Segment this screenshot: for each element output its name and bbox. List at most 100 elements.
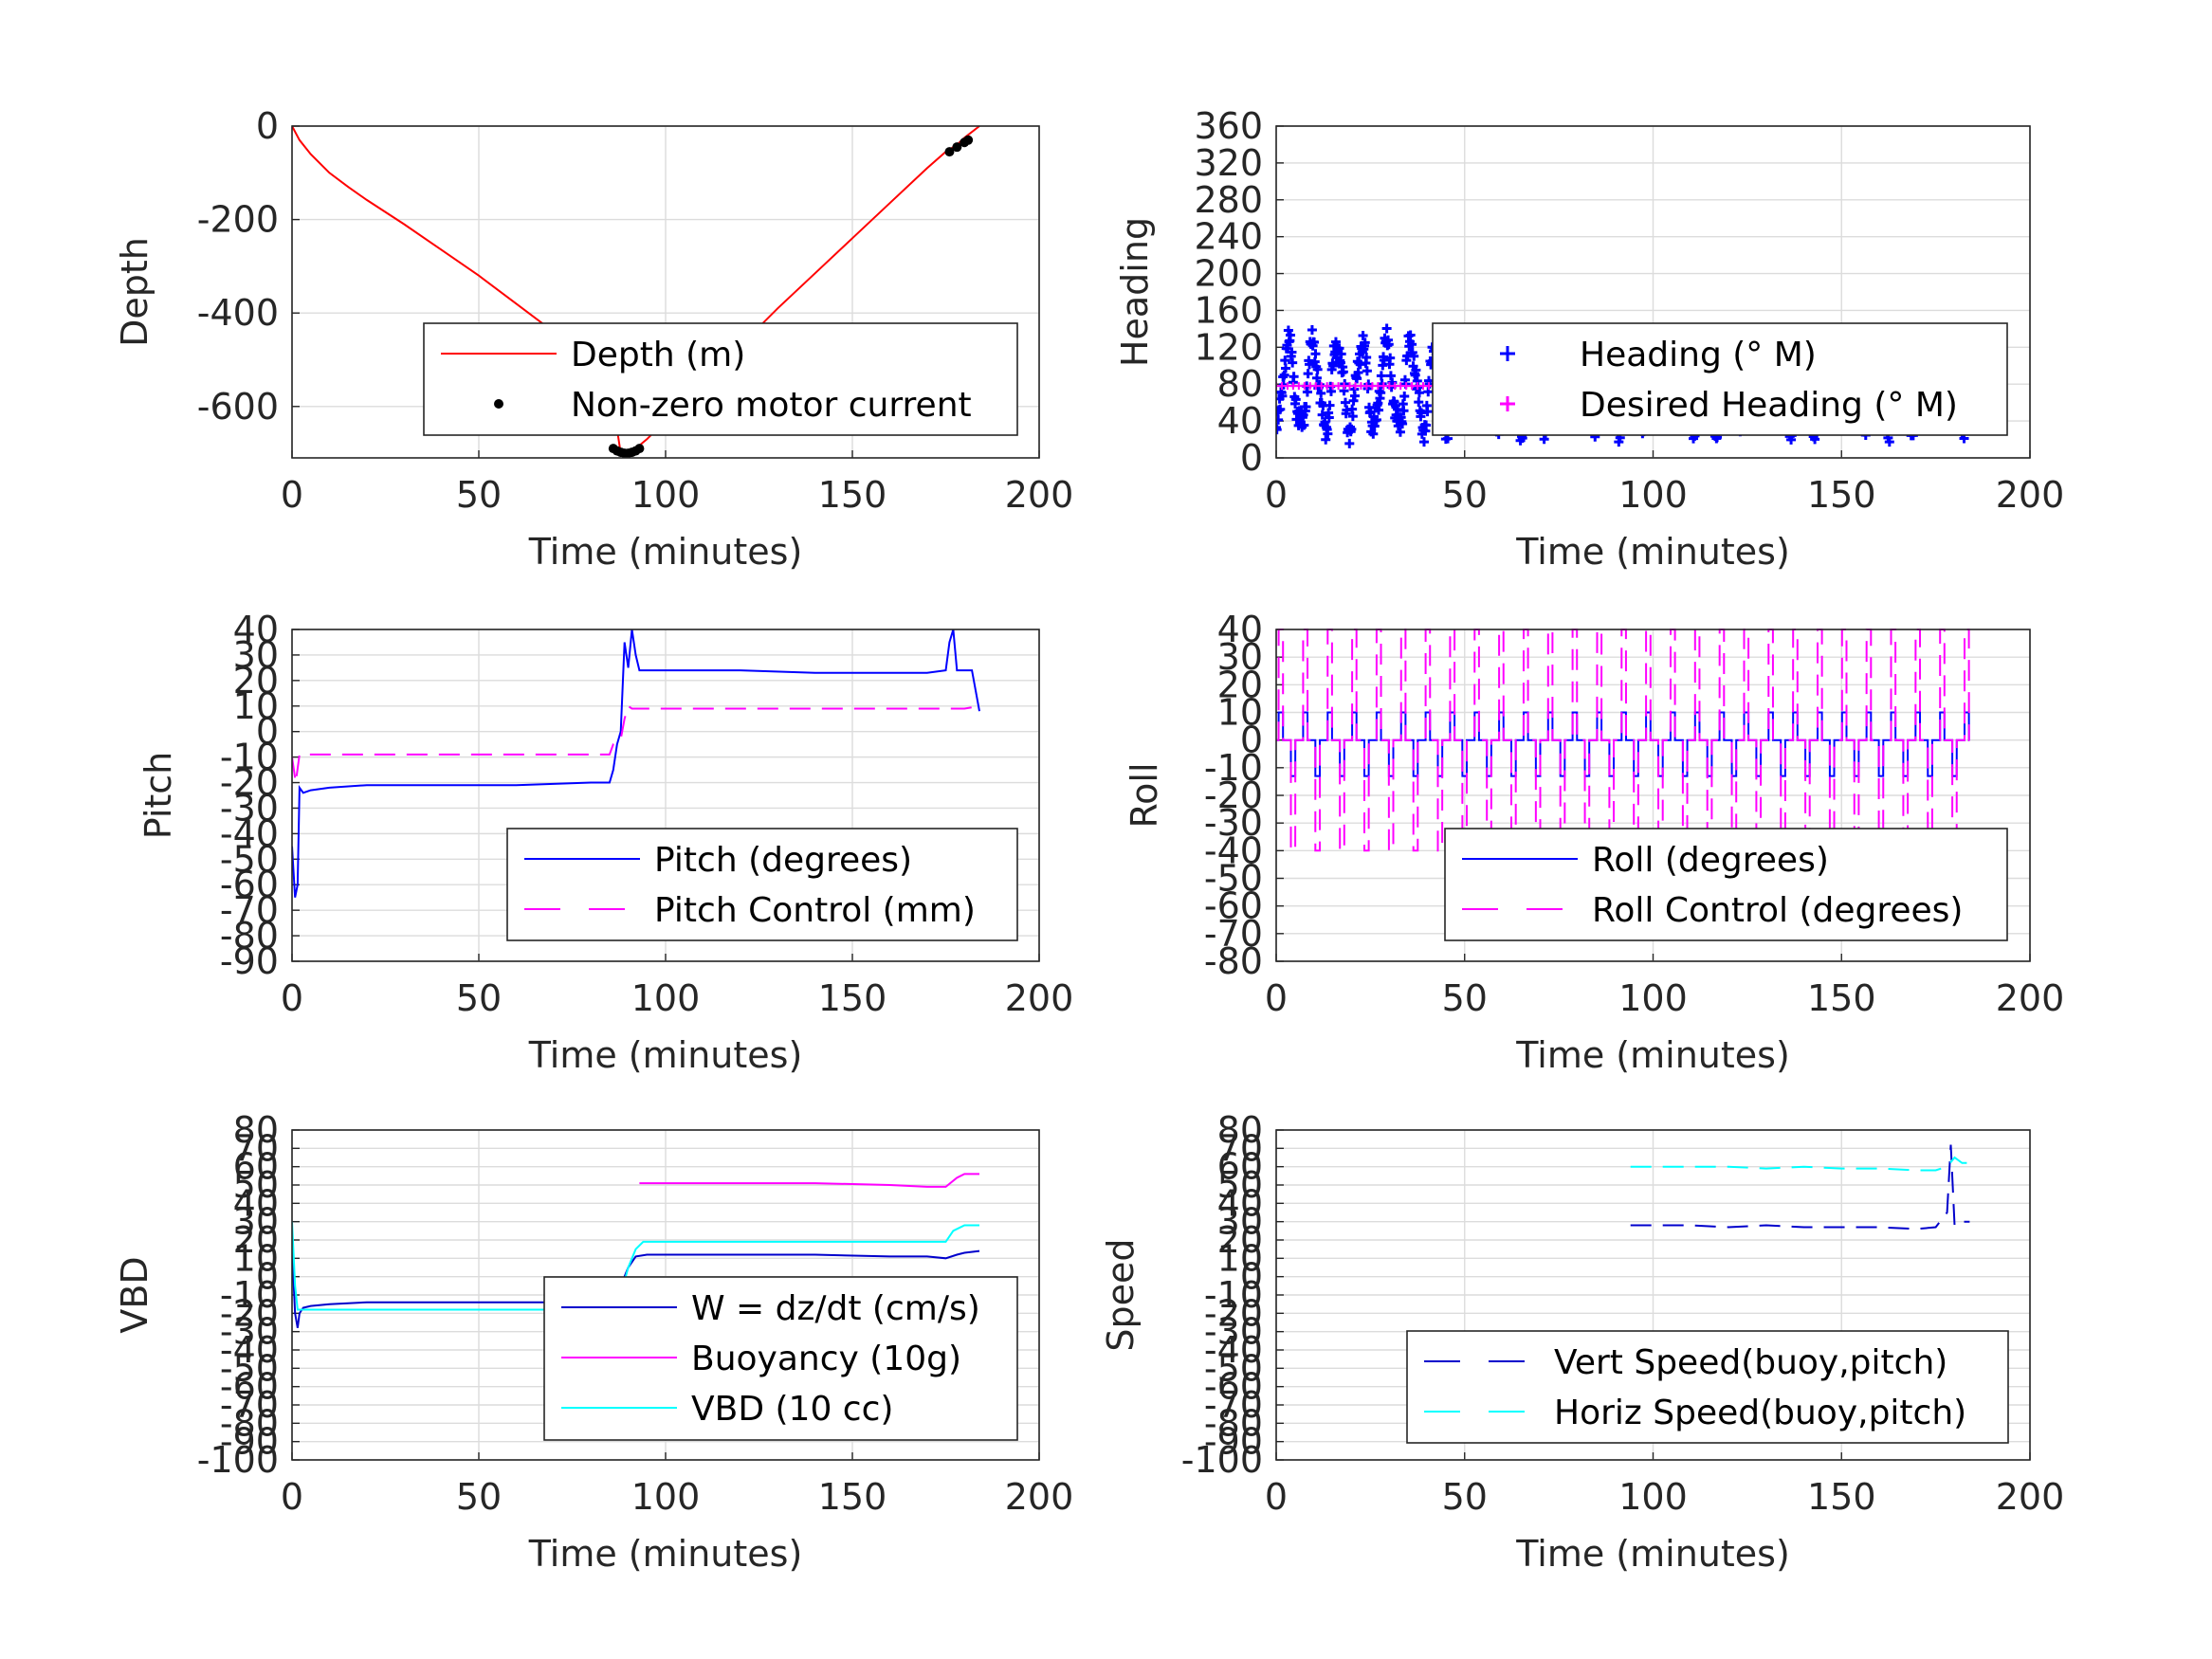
y-tick-label: 10 <box>233 685 279 727</box>
y-axis-label: Speed <box>1100 1238 1142 1351</box>
x-tick-label: 150 <box>818 474 887 516</box>
x-tick-label: 100 <box>1618 977 1688 1019</box>
series-heading-m-marker <box>1422 407 1433 417</box>
series-heading-m-marker <box>1385 353 1396 363</box>
y-tick-label: -70 <box>1204 913 1263 955</box>
series-heading-m-marker <box>1302 387 1312 397</box>
series-buoyancy-10g-line <box>639 1173 979 1188</box>
x-tick-label: 50 <box>456 1476 502 1518</box>
legend-box <box>1432 322 2008 436</box>
legend: W = dz/dt (cm/s) Buoyancy (10g) VBD (10 cc… <box>543 1276 1018 1441</box>
x-tick-label: 150 <box>818 1476 887 1518</box>
y-tick-label: -60 <box>220 1366 279 1408</box>
x-tick-label: 100 <box>631 474 701 516</box>
x-tick-label: 0 <box>281 977 303 1019</box>
series-heading-m-marker <box>1350 391 1360 401</box>
series-heading-m-marker <box>1344 438 1355 448</box>
y-tick-label: 0 <box>1240 1256 1263 1298</box>
y-tick-label: -30 <box>1204 802 1263 844</box>
series-heading-m-marker <box>1421 420 1432 430</box>
x-axis-label: Time (minutes) <box>528 1034 803 1076</box>
y-tick-label: -200 <box>197 199 279 241</box>
series-heading-m-marker <box>1310 349 1321 359</box>
y-tick-label: 240 <box>1194 216 1263 258</box>
x-tick-label: 200 <box>1005 977 1074 1019</box>
series-pitch-control-mm-line <box>292 704 980 783</box>
series-heading-m-marker <box>1276 404 1286 414</box>
y-tick-label: -30 <box>220 1311 279 1353</box>
y-tick-label: -70 <box>1204 1384 1263 1426</box>
y-tick-label: 60 <box>1217 1146 1263 1188</box>
y-axis-label: Heading <box>1114 217 1156 367</box>
x-axis-label: Time (minutes) <box>1515 1034 1790 1076</box>
legend-entry-label: W = dz/dt (cm/s) <box>691 1289 980 1328</box>
x-tick-label: 50 <box>1442 977 1488 1019</box>
series-heading-m-marker <box>1358 331 1368 341</box>
y-tick-label: 0 <box>256 711 279 753</box>
y-tick-label: 320 <box>1194 142 1263 184</box>
legend-entry-label: Roll (degrees) <box>1592 841 1829 880</box>
series-heading-m-marker <box>1376 388 1386 398</box>
series-non-zero-motor-current-point <box>963 135 974 145</box>
axes-frame <box>1275 629 2031 962</box>
y-tick-label: 80 <box>1217 1109 1263 1151</box>
x-axis-label: Time (minutes) <box>1515 1533 1790 1575</box>
subplot-vbd: 0 50 100 150 20080706050403020100-10-20-30-4… <box>114 1109 1073 1575</box>
y-tick-label: -90 <box>220 1421 279 1463</box>
legend-box <box>1406 1330 2009 1444</box>
legend-swatch <box>494 399 503 409</box>
subplot-roll: 0 50 100 150 200403020100-10-20-30-40-50-60-… <box>1124 609 2064 1076</box>
y-tick-label: 30 <box>1217 636 1263 678</box>
legend: Roll (degrees) Roll Control (degrees) <box>1444 828 2008 941</box>
y-tick-label: 20 <box>233 1219 279 1261</box>
y-tick-label: 80 <box>1217 363 1263 405</box>
series-heading-m-marker <box>1305 359 1315 370</box>
legend-swatch <box>1500 396 1515 411</box>
legend-entry-label: Pitch Control (mm) <box>654 891 976 930</box>
series-heading-m-marker <box>1407 339 1417 350</box>
y-tick-label: -60 <box>1204 1366 1263 1408</box>
x-tick-label: 0 <box>281 474 303 516</box>
y-tick-label: -10 <box>220 1274 279 1316</box>
series-non-zero-motor-current-point <box>944 147 955 157</box>
series-heading-m-marker <box>1414 397 1424 408</box>
series-heading-m-marker <box>1371 414 1381 425</box>
x-tick-label: 200 <box>1005 474 1074 516</box>
y-tick-label: 60 <box>233 1146 279 1188</box>
y-tick-label: -70 <box>220 1384 279 1426</box>
legend-entry-label: Horiz Speed(buoy,pitch) <box>1554 1394 1966 1432</box>
y-tick-label: 120 <box>1194 326 1263 368</box>
series-heading-m-marker <box>1398 418 1408 428</box>
subplot-heading: 0 50 100 150 20004080120160200240280320360Ti… <box>1114 105 2064 573</box>
series-heading-m-marker <box>1405 330 1416 340</box>
series-heading-m-marker <box>1317 410 1327 420</box>
y-tick-label: 10 <box>1217 1237 1263 1279</box>
legend-entry-label: Vert Speed(buoy,pitch) <box>1554 1343 1947 1382</box>
y-tick-label: -80 <box>1204 940 1263 982</box>
y-tick-label: -40 <box>220 1329 279 1371</box>
series-heading-m-marker <box>1374 405 1384 415</box>
y-tick-label: -80 <box>220 915 279 957</box>
y-axis-label: VBD <box>114 1256 155 1333</box>
plot-area <box>292 629 980 898</box>
subplot-pitch: 0 50 100 150 200403020100-10-20-30-40-50-60-… <box>137 609 1073 1076</box>
y-tick-label: 40 <box>233 1182 279 1224</box>
plot-area <box>1630 1144 1970 1231</box>
y-tick-label: -20 <box>1204 1292 1263 1334</box>
series-heading-m-marker <box>1381 323 1392 334</box>
x-axis-label: Time (minutes) <box>528 1533 803 1575</box>
y-axis-label: Depth <box>114 237 155 347</box>
series-heading-m-marker <box>1324 412 1334 423</box>
x-tick-label: 50 <box>1442 1476 1488 1518</box>
series-heading-m-marker <box>1276 422 1281 432</box>
x-tick-label: 50 <box>456 977 502 1019</box>
y-tick-label: 0 <box>1240 437 1263 479</box>
x-tick-label: 150 <box>1807 977 1876 1019</box>
series-heading-m-marker <box>1398 406 1409 416</box>
y-tick-label: -80 <box>1204 1402 1263 1444</box>
y-tick-label: 360 <box>1194 105 1263 147</box>
y-tick-label: -70 <box>220 889 279 931</box>
x-tick-label: 0 <box>1265 1476 1288 1518</box>
axes-frame <box>1275 1129 2031 1461</box>
y-tick-label: 50 <box>233 1164 279 1206</box>
